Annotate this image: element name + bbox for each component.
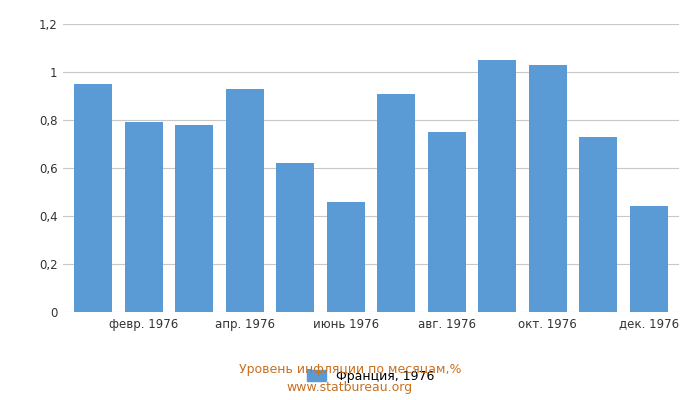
Text: Уровень инфляции по месяцам,%
www.statbureau.org: Уровень инфляции по месяцам,% www.statbu… xyxy=(239,362,461,394)
Bar xyxy=(276,163,314,312)
Bar xyxy=(428,132,466,312)
Bar xyxy=(478,60,516,312)
Bar xyxy=(226,89,264,312)
Bar xyxy=(327,202,365,312)
Bar xyxy=(528,65,567,312)
Bar xyxy=(175,125,214,312)
Legend: Франция, 1976: Франция, 1976 xyxy=(307,370,435,383)
Bar xyxy=(125,122,162,312)
Bar xyxy=(580,137,617,312)
Bar xyxy=(377,94,415,312)
Bar xyxy=(74,84,112,312)
Bar xyxy=(630,206,668,312)
